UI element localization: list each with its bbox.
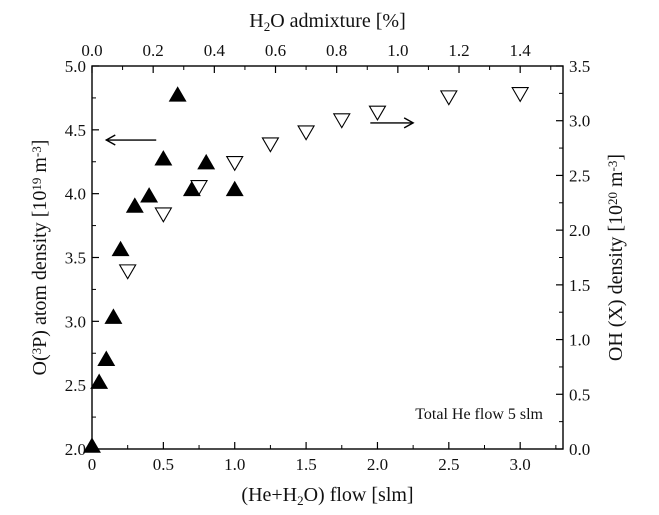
left-tick-label: 4.5 (65, 121, 86, 140)
bottom-tick-label: 0.5 (153, 455, 174, 474)
o-atom-point (104, 308, 123, 324)
right-tick-label: 1.0 (569, 331, 590, 350)
oh-point (297, 125, 316, 141)
data-points (83, 86, 530, 453)
bottom-tick-label: 2.5 (438, 455, 459, 474)
bottom-tick-label: 3.0 (510, 455, 531, 474)
axis-tick-labels: 0 0.5 1.0 1.5 2.0 2.5 3.0 0.0 0.2 0.4 0.6 0.8 1.0 1.2… (65, 41, 591, 474)
o-atom-point (168, 86, 187, 102)
axis-titles: (He+H2O) flow [slm] H2O admixture [%] O(3P… (29, 10, 627, 508)
o-atom-point (140, 187, 159, 203)
annotation-arrows (104, 117, 415, 146)
left-tick-label: 3.0 (65, 312, 86, 331)
left-tick-label: 2.0 (65, 440, 86, 459)
top-tick-label: 0.6 (265, 41, 286, 60)
o-atom-point (83, 437, 101, 453)
top-tick-label: 1.4 (510, 41, 532, 60)
o-atom-point (125, 197, 144, 213)
oh-point (225, 155, 244, 172)
bottom-tick-label: 1.5 (295, 455, 316, 474)
bottom-tick-label: 0 (88, 455, 97, 474)
right-tick-label: 3.5 (569, 57, 590, 76)
axis-ticks (91, 65, 563, 450)
o-atom-point (197, 153, 216, 170)
plot-frame (91, 65, 564, 450)
right-tick-label: 3.0 (569, 112, 590, 131)
o-atom-point (97, 350, 116, 366)
top-tick-label: 1.2 (448, 41, 469, 60)
bottom-tick-label: 1.0 (224, 455, 245, 474)
oh-point (190, 180, 209, 196)
bottom-axis-title: (He+H2O) flow [slm] (241, 484, 413, 508)
top-axis-title: H2O admixture [%] (249, 10, 405, 34)
top-tick-label: 0.4 (204, 41, 226, 60)
right-tick-label: 0.5 (569, 385, 590, 404)
right-axis-title: OH (X) density [1020 m-3] (605, 154, 627, 361)
bottom-tick-label: 2.0 (367, 455, 388, 474)
o-atom-point (225, 180, 244, 197)
arrow-left (104, 134, 157, 146)
o-atom-point (90, 373, 109, 389)
arrow-right (370, 117, 415, 129)
oh-point (118, 264, 137, 280)
right-tick-label: 0.0 (569, 440, 590, 459)
oh-point (261, 137, 280, 153)
left-tick-label: 3.5 (65, 249, 86, 268)
left-axis-title: O(3P) atom density [1019 m-3] (29, 140, 51, 376)
o-atom-point (111, 240, 130, 257)
left-tick-label: 2.5 (65, 376, 86, 395)
top-tick-label: 0.2 (143, 41, 164, 60)
top-tick-label: 1.0 (387, 41, 408, 60)
oh-point (368, 105, 387, 122)
oh-point (332, 113, 351, 129)
oh-point (511, 87, 530, 103)
left-tick-label: 5.0 (65, 57, 86, 76)
left-tick-label: 4.0 (65, 185, 86, 204)
oh-point (154, 207, 173, 223)
annotation-total-he-flow: Total He flow 5 slm (415, 406, 543, 423)
top-tick-label: 0.8 (326, 41, 347, 60)
right-tick-label: 2.0 (569, 221, 590, 240)
o-atom-point (154, 150, 173, 166)
right-tick-label: 2.5 (569, 166, 590, 185)
right-tick-label: 1.5 (569, 276, 590, 295)
top-tick-label: 0.0 (81, 41, 102, 60)
oh-point (439, 90, 458, 106)
